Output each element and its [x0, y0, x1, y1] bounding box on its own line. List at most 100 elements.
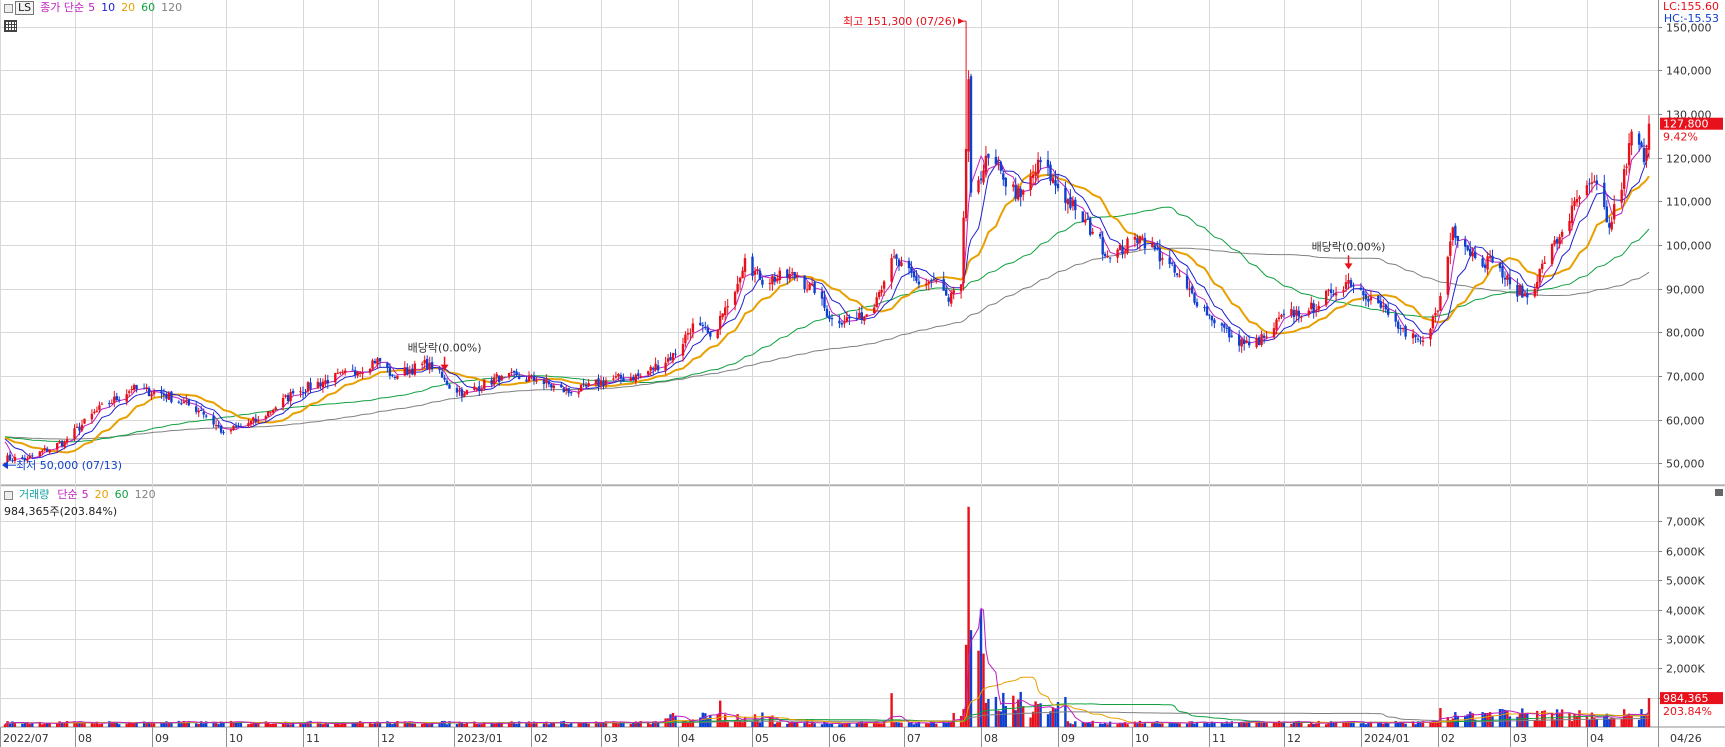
candle-body: [671, 353, 675, 361]
volume-bar: [738, 720, 742, 727]
volume-bar: [969, 630, 973, 727]
candle-body: [371, 360, 374, 369]
volume-bar: [500, 723, 503, 727]
volume-bar: [478, 724, 481, 727]
volume-bar: [512, 723, 516, 727]
candle-body: [567, 388, 570, 394]
panel-toggle-icon[interactable]: [1715, 489, 1723, 496]
volume-bar: [430, 722, 434, 727]
candle-body: [448, 384, 451, 389]
candle-body: [1133, 236, 1137, 240]
candle-body: [942, 279, 945, 291]
candle-body: [614, 376, 618, 378]
candle-body: [649, 366, 652, 371]
volume-bar: [200, 721, 203, 727]
volume-bar: [56, 723, 59, 727]
candle-body: [1143, 238, 1147, 249]
volume-bar: [1101, 724, 1104, 727]
candle-body: [167, 392, 171, 400]
candle-body: [396, 375, 399, 379]
candle-body: [1275, 319, 1278, 330]
volume-bar: [840, 723, 844, 727]
candle-body: [945, 289, 948, 296]
volume-bar: [562, 720, 565, 727]
x-tick-label: 07: [907, 732, 921, 745]
volume-bar: [1325, 724, 1328, 727]
candle-body: [6, 455, 9, 462]
candle-body: [455, 388, 459, 393]
candle-body: [8, 454, 12, 461]
volume-bar: [1359, 723, 1363, 727]
candle-body: [637, 373, 640, 376]
candle-body: [1257, 337, 1261, 346]
collapse-square-icon[interactable]: [4, 3, 13, 13]
volume-bar: [629, 723, 632, 727]
candle-body: [619, 374, 623, 379]
candle-body: [768, 282, 772, 284]
volume-bar: [286, 724, 290, 727]
candle-body: [1625, 166, 1628, 168]
candle-body: [1404, 326, 1407, 337]
volume-bar: [1369, 721, 1373, 727]
low-arrow-head: [2, 461, 8, 470]
candle-body: [1384, 304, 1387, 310]
candle-body: [115, 396, 118, 400]
candle-body: [1518, 285, 1522, 296]
volume-bar: [299, 723, 302, 727]
calendar-icon[interactable]: [4, 20, 17, 32]
symbol-box[interactable]: LS: [15, 1, 35, 15]
volume-bar: [1543, 710, 1546, 727]
volume-bar: [964, 644, 968, 727]
volume-bar: [1434, 721, 1437, 727]
volume-bar: [1578, 710, 1581, 727]
volume-bar: [460, 722, 464, 727]
volume-bar: [185, 721, 188, 727]
candle-body: [403, 367, 406, 376]
candle-body: [1486, 256, 1489, 270]
candle-body: [170, 391, 173, 403]
volume-bar: [1394, 721, 1397, 727]
volume-bar: [773, 723, 776, 727]
candle-body: [982, 170, 985, 183]
collapse-square-icon[interactable]: [4, 490, 13, 500]
volume-bar: [810, 721, 814, 727]
candle-body: [1369, 297, 1373, 301]
candle-body: [709, 332, 712, 337]
volume-bar: [535, 722, 538, 727]
candle-body: [26, 458, 29, 461]
candle-body: [1185, 275, 1189, 289]
candle-body: [1344, 282, 1348, 289]
volume-bar: [90, 722, 94, 727]
candle-body: [23, 458, 27, 461]
legend-period: 60: [114, 488, 129, 501]
candle-body: [113, 396, 116, 403]
volume-bar: [1647, 698, 1651, 727]
candle-body: [254, 418, 257, 422]
candle-body: [1188, 288, 1191, 290]
candle-body: [1568, 221, 1571, 231]
volume-bar: [552, 722, 555, 727]
candle-body: [686, 333, 690, 335]
dividend-arrow-head: [440, 364, 449, 371]
price-tick-label: 80,000: [1666, 327, 1705, 340]
candle-body: [378, 358, 382, 362]
volume-bar: [1605, 713, 1608, 727]
candle-body: [1002, 173, 1005, 180]
candle-body: [1439, 296, 1442, 311]
candle-body: [622, 378, 625, 382]
volume-bar: [465, 723, 469, 727]
candle-body: [873, 307, 876, 313]
candle-body: [1223, 324, 1226, 328]
volume-bar: [463, 724, 466, 727]
volume-bar: [1538, 720, 1541, 727]
volume-bar: [1049, 711, 1052, 727]
volume-bar: [545, 721, 548, 727]
volume-bar: [1230, 721, 1233, 727]
candle-body: [1099, 234, 1102, 237]
candle-body: [1367, 298, 1370, 302]
price-tick-label: 90,000: [1666, 284, 1705, 297]
candle-body: [791, 272, 794, 274]
volume-bar: [1327, 722, 1330, 727]
volume-bar: [594, 721, 598, 727]
